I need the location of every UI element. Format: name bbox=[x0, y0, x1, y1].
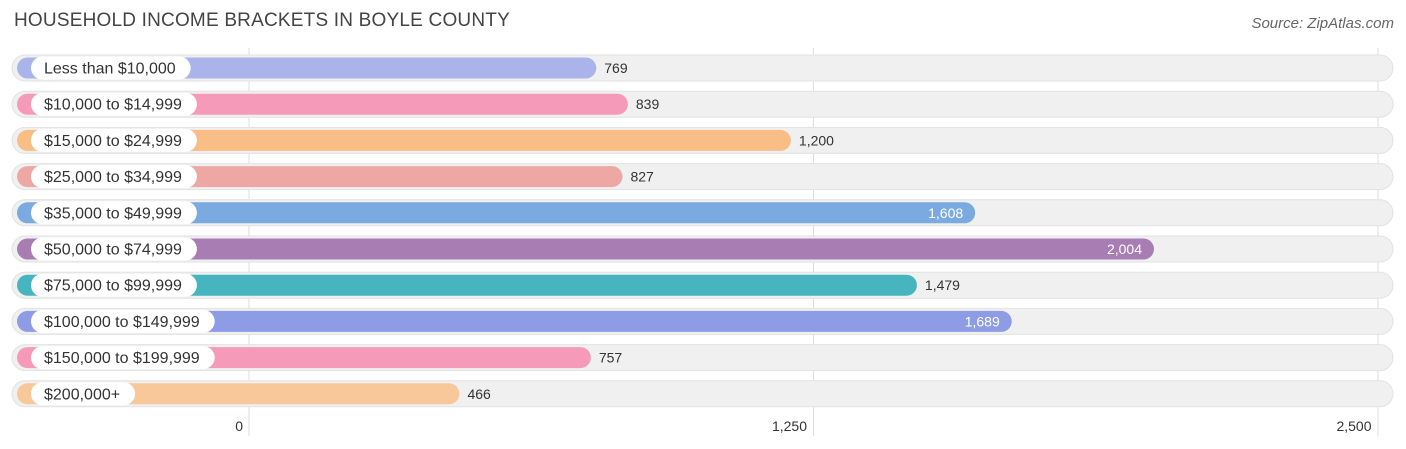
bar-row: $50,000 to $74,999 2,004 bbox=[11, 235, 1394, 263]
category-label-background bbox=[31, 92, 197, 116]
source-note: Source: ZipAtlas.com bbox=[1251, 15, 1394, 32]
value-label: 466 bbox=[467, 386, 491, 402]
x-tick-label: 0 bbox=[235, 418, 243, 434]
category-label: $10,000 to $14,999 bbox=[44, 97, 182, 114]
bar bbox=[17, 202, 976, 224]
category-label-background bbox=[31, 128, 197, 152]
bar-row: $15,000 to $24,999 1,200 bbox=[11, 126, 1394, 154]
bar bbox=[17, 129, 791, 151]
category-label-background bbox=[31, 273, 197, 297]
category-label: $25,000 to $34,999 bbox=[44, 169, 182, 186]
bar bbox=[17, 310, 1012, 332]
category-label: $15,000 to $24,999 bbox=[44, 133, 182, 150]
chart-title: HOUSEHOLD INCOME BRACKETS IN BOYLE COUNT… bbox=[14, 10, 510, 31]
value-label: 1,479 bbox=[925, 277, 960, 293]
bar-row: $35,000 to $49,999 1,608 bbox=[11, 199, 1394, 227]
x-tick-label: 1,250 bbox=[772, 418, 807, 434]
value-label: 827 bbox=[630, 169, 654, 185]
category-label-background bbox=[31, 165, 197, 189]
value-label: 2,004 bbox=[1107, 241, 1142, 257]
category-label: $100,000 to $149,999 bbox=[44, 314, 200, 331]
category-label: $200,000+ bbox=[44, 386, 120, 403]
category-label-background bbox=[31, 201, 197, 225]
bar bbox=[17, 274, 917, 296]
category-label-background bbox=[31, 56, 191, 80]
bar-row: $150,000 to $199,999 757 bbox=[11, 344, 1394, 372]
bar-row: $25,000 to $34,999 827 bbox=[11, 163, 1394, 191]
category-label: $150,000 to $199,999 bbox=[44, 350, 200, 367]
bar bbox=[17, 238, 1155, 260]
category-label-background bbox=[31, 237, 197, 261]
bar-row: Less than $10,000 769 bbox=[11, 54, 1394, 82]
value-label: 839 bbox=[636, 96, 660, 112]
value-label: 757 bbox=[599, 350, 623, 366]
value-label: 1,608 bbox=[928, 205, 963, 221]
category-label-background bbox=[31, 309, 215, 333]
x-tick-label: 2,500 bbox=[1336, 418, 1371, 434]
value-label: 1,689 bbox=[965, 313, 1000, 329]
bar-row: $200,000+ 466 bbox=[11, 380, 1394, 408]
bar-row: $10,000 to $14,999 839 bbox=[11, 90, 1394, 118]
category-label: Less than $10,000 bbox=[44, 61, 176, 78]
bar-row: $100,000 to $149,999 1,689 bbox=[11, 307, 1394, 335]
category-label: $50,000 to $74,999 bbox=[44, 242, 182, 259]
category-label: $75,000 to $99,999 bbox=[44, 278, 182, 295]
category-label-background bbox=[31, 382, 136, 406]
bar-row: $75,000 to $99,999 1,479 bbox=[11, 271, 1394, 299]
value-label: 769 bbox=[604, 60, 628, 76]
category-label-background bbox=[31, 346, 215, 370]
category-label: $35,000 to $49,999 bbox=[44, 205, 182, 222]
value-label: 1,200 bbox=[799, 132, 834, 148]
